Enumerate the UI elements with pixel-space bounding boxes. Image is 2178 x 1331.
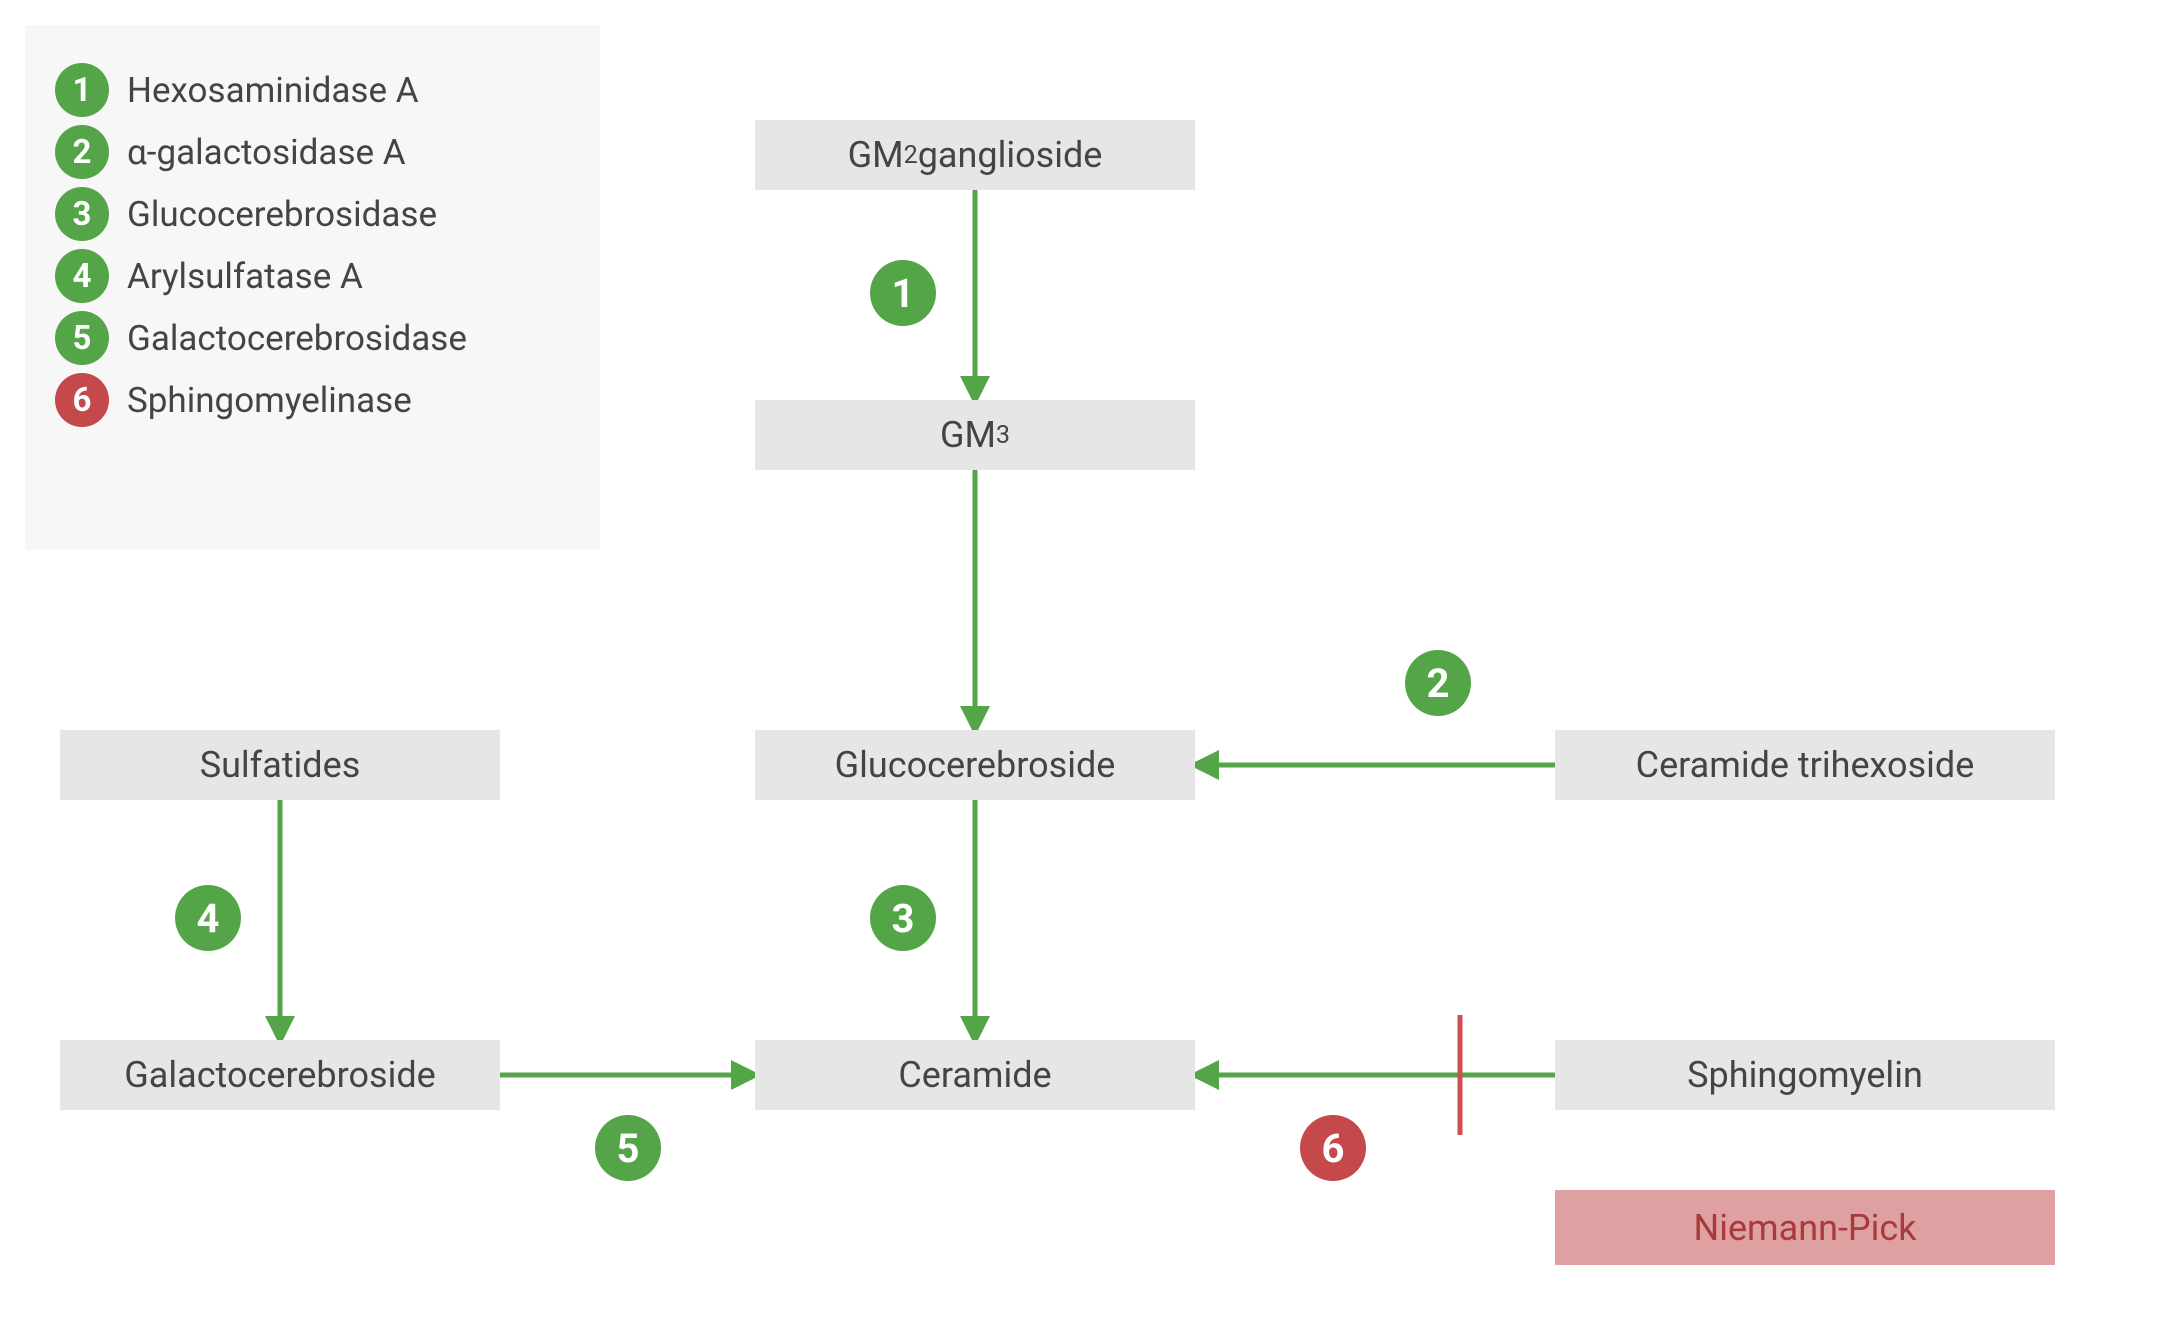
legend-badge-4: 4 — [55, 249, 109, 303]
legend-item: 6 Sphingomyelinase — [55, 373, 560, 427]
edge-badge-3: 3 — [870, 885, 936, 951]
edge-badge-2: 2 — [1405, 650, 1471, 716]
node-cer: Ceramide — [755, 1040, 1195, 1110]
node-sulf: Sulfatides — [60, 730, 500, 800]
node-gluco: Glucocerebroside — [755, 730, 1195, 800]
legend-item: 3 Glucocerebrosidase — [55, 187, 560, 241]
node-galcer: Galactocerebroside — [60, 1040, 500, 1110]
legend-badge-5: 5 — [55, 311, 109, 365]
legend-label: α-galactosidase A — [127, 132, 406, 173]
node-ctri: Ceramide trihexoside — [1555, 730, 2055, 800]
node-np: Niemann-Pick — [1555, 1190, 2055, 1265]
edge-badge-4: 4 — [175, 885, 241, 951]
edge-badge-1: 1 — [870, 260, 936, 326]
legend-label: Sphingomyelinase — [127, 380, 412, 421]
legend-label: Hexosaminidase A — [127, 70, 419, 111]
node-sph: Sphingomyelin — [1555, 1040, 2055, 1110]
legend-item: 1 Hexosaminidase A — [55, 63, 560, 117]
diagram-canvas: 1 Hexosaminidase A 2 α-galactosidase A 3 Gluc… — [0, 0, 2178, 1331]
edge-badge-6: 6 — [1300, 1115, 1366, 1181]
legend-badge-6: 6 — [55, 373, 109, 427]
legend-label: Galactocerebrosidase — [127, 318, 467, 359]
legend-item: 2 α-galactosidase A — [55, 125, 560, 179]
legend-label: Glucocerebrosidase — [127, 194, 437, 235]
node-gm3: GM3 — [755, 400, 1195, 470]
legend-badge-1: 1 — [55, 63, 109, 117]
node-gm2: GM2 ganglioside — [755, 120, 1195, 190]
legend-item: 5 Galactocerebrosidase — [55, 311, 560, 365]
legend-item: 4 Arylsulfatase A — [55, 249, 560, 303]
legend-label: Arylsulfatase A — [127, 256, 363, 297]
legend-panel: 1 Hexosaminidase A 2 α-galactosidase A 3 Gluc… — [25, 25, 600, 550]
edge-badge-5: 5 — [595, 1115, 661, 1181]
legend-badge-2: 2 — [55, 125, 109, 179]
legend-badge-3: 3 — [55, 187, 109, 241]
